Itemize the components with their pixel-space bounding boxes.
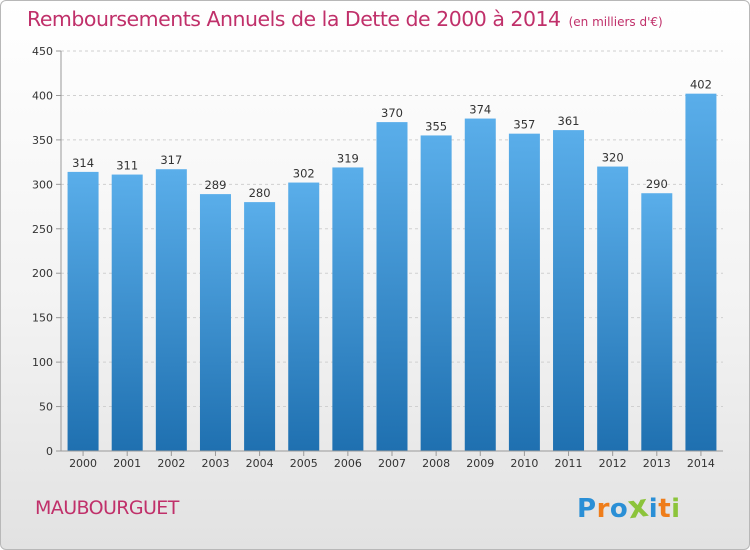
bar-value-label: 402	[690, 78, 712, 92]
bar-value-label: 357	[513, 118, 535, 132]
bar-value-label: 290	[646, 177, 668, 191]
x-tick-label: 2000	[69, 457, 97, 470]
x-tick-label: 2011	[555, 457, 583, 470]
bar-value-label: 361	[558, 114, 580, 128]
chart-title: Remboursements Annuels de la Dette de 20…	[27, 7, 663, 31]
y-tick-label: 450	[32, 45, 53, 58]
bar-2000	[67, 171, 99, 451]
bar-value-label: 280	[249, 186, 271, 200]
x-tick-label: 2008	[422, 457, 450, 470]
bar-value-label: 319	[337, 151, 359, 165]
bars: 314 311 317 289 280 302 319 370 355 374 357 361 320 2…	[67, 78, 717, 452]
y-tick-label: 100	[32, 356, 53, 369]
y-tick-label: 50	[39, 401, 53, 414]
bar-value-label: 314	[72, 156, 94, 170]
y-tick-label: 150	[32, 312, 53, 325]
bar-value-label: 302	[293, 167, 315, 181]
bar-2013	[641, 193, 673, 451]
x-tick-label: 2013	[643, 457, 671, 470]
x-tick-label: 2014	[687, 457, 715, 470]
x-tick-label: 2009	[466, 457, 494, 470]
commune-name: MAUBOURGUET	[35, 497, 179, 519]
y-tick-label: 350	[32, 134, 53, 147]
bar-2007	[376, 122, 408, 451]
bar-2004	[244, 202, 276, 451]
title-text: Remboursements Annuels de la Dette de 20…	[27, 7, 561, 31]
logo-letter: r	[596, 494, 610, 524]
logo-letter: i	[648, 494, 659, 524]
y-tick-label: 250	[32, 223, 53, 236]
bar-2003	[199, 194, 231, 451]
x-tick-label: 2007	[378, 457, 406, 470]
logo-letter: P	[577, 494, 597, 524]
logo-letter: t	[658, 494, 672, 524]
x-tick-label: 2006	[334, 457, 362, 470]
x-tick-label: 2004	[246, 457, 274, 470]
bar-2002	[155, 169, 187, 451]
bar-value-label: 317	[160, 153, 182, 167]
bar-value-label: 374	[469, 103, 491, 117]
y-tick-label: 300	[32, 178, 53, 191]
bar-2009	[464, 118, 496, 452]
bar-2012	[597, 166, 629, 452]
bar-2001	[111, 174, 143, 452]
x-tick-label: 2002	[157, 457, 185, 470]
logo-letter: i	[671, 494, 681, 524]
x-tick-label: 2012	[599, 457, 627, 470]
bar-value-label: 370	[381, 106, 403, 120]
y-tick-label: 0	[46, 445, 53, 458]
y-tick-label: 200	[32, 267, 53, 280]
logo-letter: o	[609, 494, 629, 524]
bar-2006	[332, 167, 364, 451]
x-tick-label: 2005	[290, 457, 318, 470]
bar-2011	[553, 130, 585, 451]
bar-2005	[288, 182, 320, 452]
bar-value-label: 320	[602, 151, 624, 165]
x-tick-label: 2001	[113, 457, 141, 470]
bar-2010	[508, 133, 540, 451]
bar-value-label: 311	[116, 159, 138, 173]
y-tick-label: 400	[32, 89, 53, 102]
axes: 0 50 100 150 200 250 300 350 400 450 2000 2001 2002 2…	[32, 45, 723, 470]
bar-2014	[685, 93, 717, 452]
bar-value-label: 355	[425, 119, 447, 133]
x-tick-label: 2003	[201, 457, 229, 470]
title-unit: (en milliers d'€)	[568, 15, 663, 29]
bar-value-label: 289	[204, 178, 226, 192]
logo-letter: x	[625, 487, 652, 527]
bar-2008	[420, 135, 452, 451]
proxiti-logo: Proxiti	[577, 487, 681, 527]
x-tick-label: 2010	[510, 457, 538, 470]
